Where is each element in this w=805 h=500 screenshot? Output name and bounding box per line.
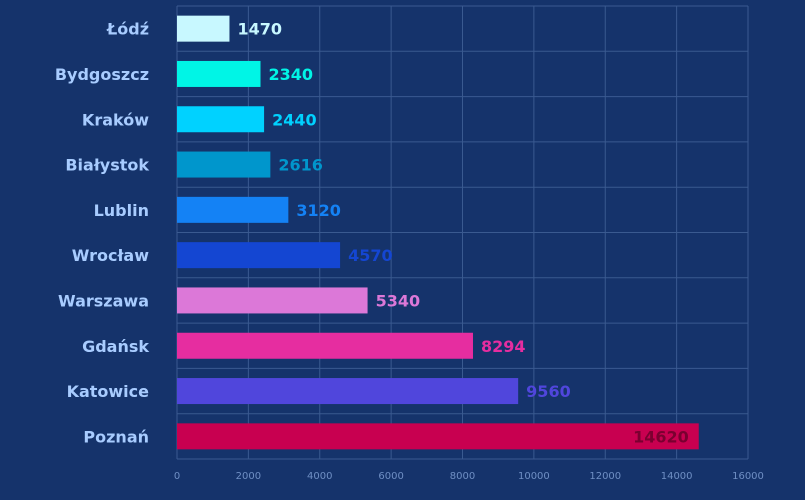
value-label: 2616 [278, 156, 323, 175]
bar [177, 242, 341, 269]
bar [177, 378, 519, 405]
bars [177, 15, 699, 450]
value-label: 2440 [272, 110, 317, 129]
category-label: Katowice [67, 382, 150, 401]
category-label: Wrocław [72, 246, 149, 265]
category-label: Bydgoszcz [55, 65, 149, 84]
value-label: 1470 [237, 20, 282, 39]
x-axis-ticks: 0 2000 4000 6000 8000 10000 12000 14000 16000 [174, 471, 764, 482]
x-tick-label: 14000 [661, 471, 693, 482]
x-tick-label: 10000 [518, 471, 550, 482]
bar [177, 196, 289, 223]
category-label: Kraków [82, 110, 149, 129]
x-tick-label: 8000 [450, 471, 475, 482]
bar [177, 423, 699, 450]
bar [177, 287, 368, 314]
value-label: 14620 [633, 427, 689, 446]
value-label: 5340 [376, 291, 421, 310]
x-tick-label: 12000 [589, 471, 621, 482]
value-label: 2340 [269, 65, 314, 84]
grid-lines [176, 5, 749, 460]
x-tick-label: 4000 [307, 471, 332, 482]
x-tick-label: 6000 [378, 471, 403, 482]
bar [177, 15, 230, 42]
category-label: Białystok [65, 156, 149, 175]
category-label: Gdańsk [82, 337, 149, 356]
category-label: Warszawa [58, 291, 149, 310]
x-tick-label: 16000 [732, 471, 764, 482]
bar [177, 60, 261, 87]
bar [177, 332, 473, 359]
category-labels: Łódź Bydgoszcz Kraków Białystok Lublin Wrocł… [55, 20, 150, 447]
bar [177, 106, 265, 133]
value-labels: 1470 2340 2440 2616 3120 4570 5340 8294 9560 1462… [237, 20, 688, 447]
category-label: Lublin [94, 201, 149, 220]
value-label: 8294 [481, 337, 526, 356]
bar [177, 151, 271, 178]
category-label: Poznań [83, 427, 149, 446]
category-label: Łódź [106, 20, 149, 39]
value-label: 4570 [348, 246, 393, 265]
x-tick-label: 0 [174, 471, 180, 482]
x-tick-label: 2000 [236, 471, 261, 482]
value-label: 9560 [526, 382, 571, 401]
value-label: 3120 [296, 201, 341, 220]
